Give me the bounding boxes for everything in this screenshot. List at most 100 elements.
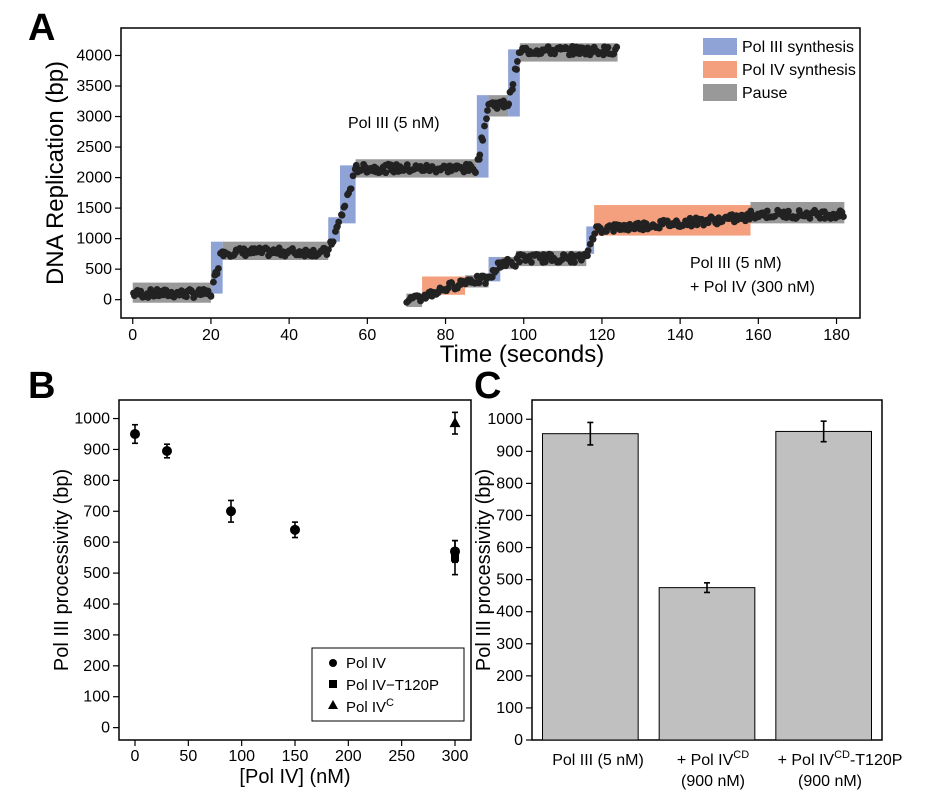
x-tick-label-200: 200	[335, 748, 362, 765]
y-tick-label-100: 100	[496, 700, 523, 717]
panel-b: B 0 50 100 150 200 250 300 0 100 200 300 400 500 600…	[28, 365, 472, 788]
panel-b-y-ticks: 0 100 200 300 400 500 600 700 800 900 1000	[74, 411, 119, 737]
legend-label-pol4: Pol IV synthesis	[742, 62, 856, 79]
data-point-s0	[513, 58, 521, 65]
data-point-s1	[528, 258, 535, 266]
data-point-s0	[214, 265, 222, 272]
panel-a-y-ticks: 0 500 1000 1500 2000 2500 3000 3500 4000	[76, 47, 121, 309]
data-point-s0	[329, 238, 337, 246]
data-point-s1	[589, 235, 597, 243]
annotation-pol3: Pol III (5 nM)	[348, 115, 440, 132]
y-tick-label-700: 700	[83, 503, 110, 520]
panel-a-frame	[120, 27, 861, 319]
data-point-s0	[325, 246, 332, 254]
y-tick-label-300: 300	[496, 636, 523, 653]
panel-b-letter: B	[28, 365, 55, 407]
x-tick-label-20: 20	[202, 327, 220, 344]
point-circle	[130, 429, 140, 439]
panel-c-bars	[542, 420, 872, 741]
x-tick-label-120: 120	[589, 327, 616, 344]
panel-b-legend: Pol IV Pol IV−T120P Pol IVC	[311, 647, 465, 722]
panel-b-points	[130, 411, 461, 576]
x-tick-label-180: 180	[823, 327, 850, 344]
point-triangle	[449, 417, 461, 428]
bar-2	[658, 587, 756, 741]
y-tick-label-900: 900	[496, 443, 523, 460]
bar-label-2-sup: CD	[733, 749, 749, 761]
panel-a-points	[130, 43, 847, 306]
legend-swatch-pol4	[703, 61, 737, 78]
annotation-pol3-pol4-line2: + Pol IV (300 nM)	[690, 279, 815, 296]
point-square	[451, 553, 459, 562]
data-point-s0	[387, 161, 395, 169]
y-tick-label-2500: 2500	[76, 139, 112, 156]
point-circle	[290, 524, 300, 535]
data-point-s0	[183, 293, 190, 301]
data-point-s0	[604, 43, 612, 51]
bar-label-1-line1: Pol III (5 nM)	[552, 752, 644, 769]
panel-c-y-axis-title: Pol III processivity (bp)	[473, 469, 495, 671]
bar-label-3-main: + Pol IV	[778, 752, 835, 769]
data-point-s0	[338, 211, 346, 219]
data-point-s1	[634, 219, 642, 227]
data-point-s1	[771, 212, 779, 220]
y-tick-label-0: 0	[103, 292, 112, 309]
x-tick-label-250: 250	[388, 748, 415, 765]
data-point-s1	[512, 262, 519, 270]
data-point-s0	[207, 292, 215, 300]
bar-label-3-line2: (900 nM)	[798, 773, 862, 790]
data-point-s0	[210, 278, 217, 286]
data-point-s0	[509, 86, 516, 93]
y-tick-label-400: 400	[83, 596, 110, 613]
panel-a: A 0 20 40 60 80 100 120 140 160 180 0 500 1000 1500 2…	[28, 7, 861, 368]
y-tick-label-400: 400	[496, 604, 523, 621]
bar-label-3-sup: CD	[834, 749, 850, 761]
x-tick-label-140: 140	[667, 327, 694, 344]
panel-c-y-ticks: 0 100 200 300 400 500 600 700 800 900 1000	[487, 411, 532, 749]
x-tick-label-40: 40	[280, 327, 298, 344]
data-point-s1	[806, 214, 814, 222]
data-point-s0	[484, 107, 491, 114]
data-point-s0	[349, 172, 357, 180]
y-tick-label-500: 500	[85, 261, 112, 278]
data-point-s0	[500, 97, 507, 105]
y-tick-label-1500: 1500	[76, 200, 112, 217]
data-point-s0	[213, 270, 221, 278]
x-tick-label-100: 100	[510, 327, 537, 344]
y-tick-label-0: 0	[514, 732, 523, 749]
data-point-s0	[513, 66, 520, 73]
y-tick-label-2000: 2000	[76, 170, 112, 187]
bar-label-2-line2: (900 nM)	[681, 773, 745, 790]
y-tick-label-700: 700	[496, 507, 523, 524]
y-tick-label-4000: 4000	[76, 47, 112, 64]
x-tick-label-150: 150	[282, 748, 309, 765]
legend-swatch-pol3	[703, 38, 737, 55]
data-point-s0	[382, 169, 390, 177]
legend-label-pol4c-sup: C	[386, 697, 394, 709]
y-tick-label-500: 500	[83, 565, 110, 582]
y-tick-label-1000: 1000	[487, 411, 523, 428]
y-tick-label-200: 200	[496, 668, 523, 685]
bar-label-3-line1: + Pol IVCD-T120P	[778, 749, 903, 769]
y-tick-label-3000: 3000	[76, 109, 112, 126]
y-tick-label-500: 500	[496, 572, 523, 589]
legend-marker-circle	[329, 659, 337, 667]
y-tick-label-1000: 1000	[74, 411, 110, 428]
data-point-s0	[505, 100, 513, 108]
data-point-s1	[784, 207, 792, 215]
annotation-pol3-pol4-line1: Pol III (5 nM)	[690, 255, 782, 272]
legend-label-pol4c: Pol IVC	[346, 697, 394, 716]
data-point-s0	[347, 185, 355, 193]
y-tick-label-900: 900	[83, 441, 110, 458]
panel-a-x-axis-title: Time (seconds)	[440, 341, 604, 368]
x-tick-label-80: 80	[437, 327, 455, 344]
data-point-s0	[613, 43, 621, 51]
legend-label-pol3: Pol III synthesis	[742, 39, 854, 56]
panel-b-x-ticks: 0 50 100 150 200 250 300	[131, 740, 468, 765]
bar-1	[542, 433, 639, 741]
bar-3	[775, 430, 872, 741]
data-point-s1	[516, 258, 523, 266]
data-point-s1	[693, 221, 701, 229]
data-point-s0	[479, 136, 487, 144]
y-tick-label-100: 100	[83, 689, 110, 706]
